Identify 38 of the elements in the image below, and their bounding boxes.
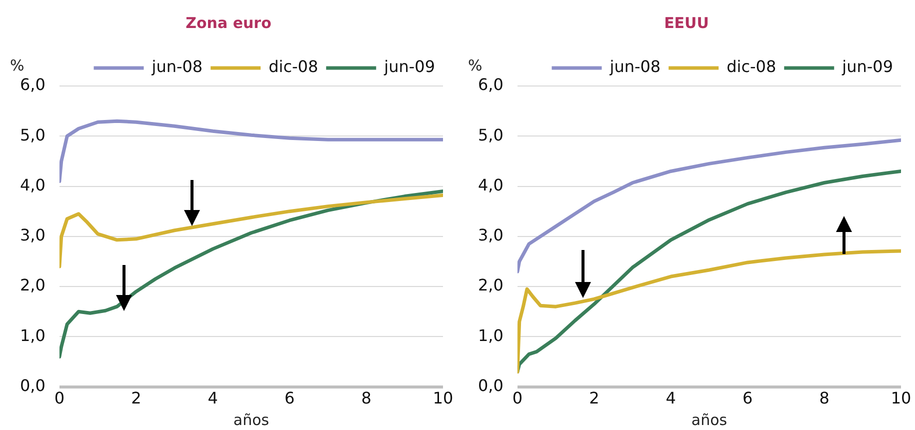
y-tick-label: 6,0 <box>478 75 504 94</box>
legend-label: dic-08 <box>268 57 318 76</box>
x-tick-label: 10 <box>432 388 454 408</box>
x-axis-title: años <box>233 410 270 429</box>
x-tick-label: 0 <box>512 388 523 408</box>
x-tick-label: 6 <box>742 388 753 408</box>
x-tick-label: 4 <box>666 388 676 408</box>
legend-label: jun-09 <box>383 57 435 76</box>
y-tick-label: 5,0 <box>478 125 504 144</box>
x-tick-label: 10 <box>890 388 912 408</box>
y-tick-label: 3,0 <box>478 226 504 245</box>
x-tick-label: 0 <box>54 388 65 408</box>
x-tick-label: 6 <box>284 388 295 408</box>
x-axis-title: años <box>691 410 728 429</box>
y-tick-label: 0,0 <box>478 376 504 395</box>
x-tick-label: 2 <box>131 388 142 408</box>
y-tick-label: 2,0 <box>20 276 46 295</box>
chart-title: EEUU <box>663 14 710 32</box>
y-tick-label: 2,0 <box>478 276 504 295</box>
y-tick-label: 6,0 <box>20 75 46 94</box>
y-tick-label: 4,0 <box>478 175 504 194</box>
legend-label: dic-08 <box>726 57 776 76</box>
y-tick-label: 3,0 <box>20 226 46 245</box>
x-tick-label: 8 <box>361 388 372 408</box>
y-axis-title: % <box>10 56 24 74</box>
chart-title: Zona euro <box>184 14 272 32</box>
x-tick-label: 2 <box>589 388 600 408</box>
y-tick-label: 1,0 <box>478 326 504 345</box>
x-tick-label: 8 <box>819 388 830 408</box>
y-tick-label: 4,0 <box>20 175 46 194</box>
legend-label: jun-09 <box>841 57 893 76</box>
y-tick-label: 0,0 <box>20 376 46 395</box>
y-tick-label: 5,0 <box>20 125 46 144</box>
legend-label: jun-08 <box>608 57 661 76</box>
x-tick-label: 4 <box>208 388 218 408</box>
legend-label: jun-08 <box>150 57 203 76</box>
y-tick-label: 1,0 <box>20 326 46 345</box>
y-axis-title: % <box>468 56 482 74</box>
